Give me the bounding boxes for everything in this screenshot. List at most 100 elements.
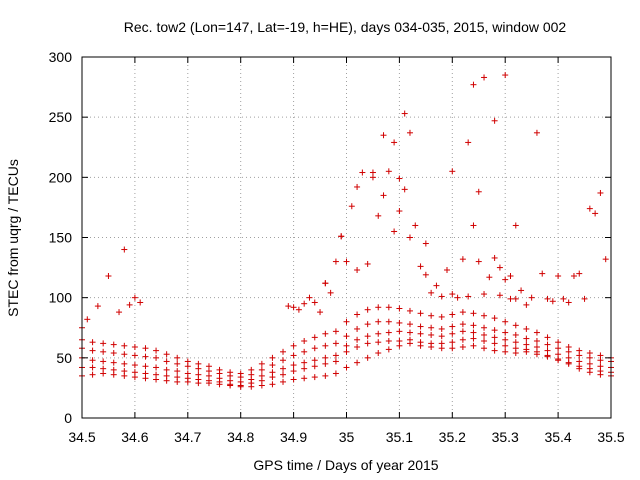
data-point (449, 168, 456, 175)
data-point (280, 365, 287, 372)
data-point (332, 340, 339, 347)
data-point (406, 129, 413, 136)
y-tick-label: 300 (49, 49, 73, 65)
data-point (396, 328, 403, 335)
data-point (163, 372, 170, 379)
data-point (560, 295, 567, 302)
data-point (354, 266, 361, 273)
data-point (332, 258, 339, 265)
data-point (544, 295, 551, 302)
data-point (470, 335, 477, 342)
data-point (481, 337, 488, 344)
data-point (322, 372, 329, 379)
data-point (121, 368, 128, 375)
data-point (406, 321, 413, 328)
data-point (406, 329, 413, 336)
x-tick-label: 35.3 (492, 429, 519, 445)
data-point (481, 291, 488, 298)
data-point (100, 340, 107, 347)
data-point (507, 273, 514, 280)
data-point (131, 362, 138, 369)
data-point (481, 74, 488, 81)
data-point (555, 345, 562, 352)
data-point (412, 222, 419, 229)
data-point (470, 310, 477, 317)
x-tick-label: 35.4 (544, 429, 571, 445)
x-tick-label: 35 (339, 429, 355, 445)
data-point (491, 315, 498, 322)
data-point (502, 329, 509, 336)
data-points (79, 72, 614, 390)
y-tick-label: 0 (64, 410, 72, 426)
data-point (576, 347, 583, 354)
data-point (142, 370, 149, 377)
data-point (375, 212, 382, 219)
data-point (475, 258, 482, 265)
data-point (417, 339, 424, 346)
data-point (417, 330, 424, 337)
data-point (116, 309, 123, 316)
data-point (258, 360, 265, 367)
data-point (174, 354, 181, 361)
data-point (512, 295, 519, 302)
data-point (126, 301, 133, 308)
data-point (301, 375, 308, 382)
data-point (491, 327, 498, 334)
data-point (512, 322, 519, 329)
data-point (491, 117, 498, 124)
data-point (131, 369, 138, 376)
data-point (555, 339, 562, 346)
data-point (311, 357, 318, 364)
data-point (248, 366, 255, 373)
data-point (375, 330, 382, 337)
data-point (153, 371, 160, 378)
data-point (438, 293, 445, 300)
data-point (385, 337, 392, 344)
data-point (110, 350, 117, 357)
data-point (533, 129, 540, 136)
data-point (110, 341, 117, 348)
data-point (280, 378, 287, 385)
data-point (481, 324, 488, 331)
data-point (496, 264, 503, 271)
data-point (428, 312, 435, 319)
x-tick-label: 35.2 (439, 429, 466, 445)
data-point (523, 301, 530, 308)
data-point (121, 360, 128, 367)
data-point (406, 307, 413, 314)
data-point (89, 357, 96, 364)
data-point (449, 345, 456, 352)
data-point (459, 344, 466, 351)
data-point (533, 329, 540, 336)
y-axis-title: STEC from uqrg / TECUs (5, 159, 21, 317)
data-point (290, 376, 297, 383)
data-point (380, 132, 387, 139)
data-point (565, 299, 572, 306)
data-point (406, 234, 413, 241)
data-point (459, 256, 466, 263)
data-point (449, 311, 456, 318)
data-point (438, 313, 445, 320)
data-point (100, 358, 107, 365)
data-point (470, 222, 477, 229)
data-point (280, 371, 287, 378)
data-point (354, 359, 361, 366)
data-point (364, 340, 371, 347)
data-point (576, 270, 583, 277)
data-point (163, 366, 170, 373)
data-point (428, 324, 435, 331)
data-point (322, 360, 329, 367)
data-point (375, 318, 382, 325)
data-point (375, 339, 382, 346)
data-point (523, 325, 530, 332)
data-point (142, 353, 149, 360)
data-point (364, 354, 371, 361)
data-point (327, 289, 334, 296)
data-point (184, 370, 191, 377)
chart-title: Rec. tow2 (Lon=147, Lat=-19, h=HE), days… (124, 19, 567, 35)
data-point (306, 294, 313, 301)
data-point (597, 352, 604, 359)
data-point (565, 354, 572, 361)
data-point (322, 354, 329, 361)
